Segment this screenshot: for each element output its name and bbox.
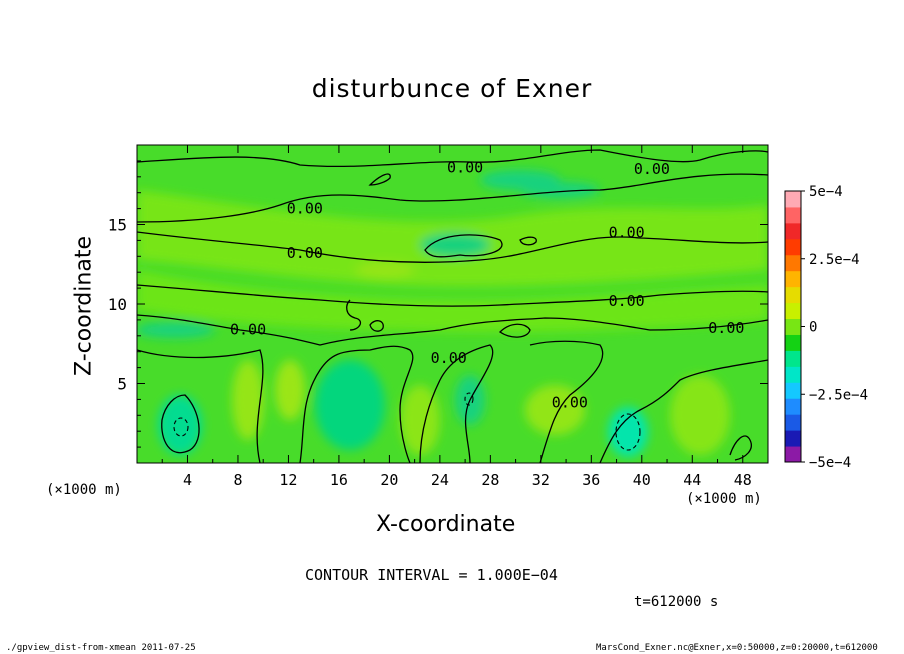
contour-label: 0.00	[609, 292, 645, 310]
y-tick-label: 15	[108, 216, 127, 235]
x-tick-label: 16	[330, 471, 348, 489]
contour-label: 0.00	[708, 319, 744, 337]
contour-label: 0.00	[552, 394, 588, 412]
colorbar-swatch	[785, 206, 801, 224]
time-label: t=612000 s	[634, 594, 719, 610]
footer-script-info: ./gpview_dist-from-xmean 2011-07-25	[6, 643, 196, 653]
colorbar-swatch	[785, 270, 801, 288]
y-axis-label: Z-coordinate	[71, 236, 97, 376]
colorbar-swatch	[785, 286, 801, 304]
contour-label: 0.00	[230, 320, 266, 338]
colorbar-swatch	[785, 191, 801, 208]
x-tick-label: 4	[183, 471, 192, 489]
contour-label: 0.00	[287, 200, 323, 218]
y-tick-label: 5	[117, 375, 127, 394]
colorbar-swatch	[785, 334, 801, 351]
colorbar-swatch	[785, 446, 801, 463]
colorbar-swatch	[785, 430, 801, 447]
contour-label: 0.00	[447, 158, 483, 176]
colorbar-swatch	[785, 350, 801, 367]
x-tick-label: 12	[279, 471, 297, 489]
colorbar-swatch	[785, 254, 801, 272]
x-axis: 4 8 12 16 20 24 28 32 36 40 44 48	[161, 145, 752, 489]
y-tick-label: 10	[108, 295, 127, 314]
x-tick-label: 36	[582, 471, 600, 489]
x-tick-label: 24	[431, 471, 449, 489]
x-tick-label: 40	[633, 471, 651, 489]
chart-title: disturbunce of Exner	[311, 74, 593, 103]
colorbar-label: 5e−4	[809, 184, 843, 200]
colorbar-swatch	[785, 414, 801, 431]
x-tick-label: 28	[481, 471, 499, 489]
x-tick-label: 32	[532, 471, 550, 489]
footer-file-info: MarsCond_Exner.nc@Exner,x=0:50000,z=0:20…	[596, 643, 878, 653]
colorbar: 5e−4 2.5e−4 0 −2.5e−4 −5e−4	[784, 184, 868, 471]
colorbar-swatch	[785, 318, 801, 335]
colorbar-swatch	[785, 302, 801, 320]
contour-label: 0.00	[431, 349, 467, 367]
colorbar-swatch	[785, 238, 801, 256]
x-tick-label: 48	[734, 471, 752, 489]
colorbar-label: −5e−4	[809, 455, 851, 471]
x-unit-label-left: (×1000 m)	[46, 482, 122, 498]
x-axis-label: X-coordinate	[376, 512, 516, 537]
x-tick-label: 20	[380, 471, 398, 489]
colorbar-swatch	[785, 366, 801, 383]
colorbar-label: −2.5e−4	[809, 387, 868, 403]
contour-labels: 0.00 0.00 0.00 0.00 0.00 0.00 0.00 0.00 0.00 0.00	[230, 158, 744, 411]
x-tick-label: 44	[683, 471, 701, 489]
contour-label: 0.00	[609, 223, 645, 241]
x-tick-label: 8	[233, 471, 242, 489]
colorbar-label: 0	[809, 320, 817, 336]
contour-interval-text: CONTOUR INTERVAL = 1.000E−04	[305, 566, 558, 584]
colorbar-swatch	[785, 398, 801, 415]
colorbar-label: 2.5e−4	[809, 252, 860, 268]
colorbar-swatch	[785, 382, 801, 399]
x-unit-label-right: (×1000 m)	[686, 491, 762, 507]
contour-label: 0.00	[287, 244, 323, 262]
contour-label: 0.00	[634, 160, 670, 178]
colorbar-swatch	[785, 222, 801, 240]
y-axis: 5 10 15	[108, 160, 768, 448]
heatmap-field	[137, 145, 768, 463]
